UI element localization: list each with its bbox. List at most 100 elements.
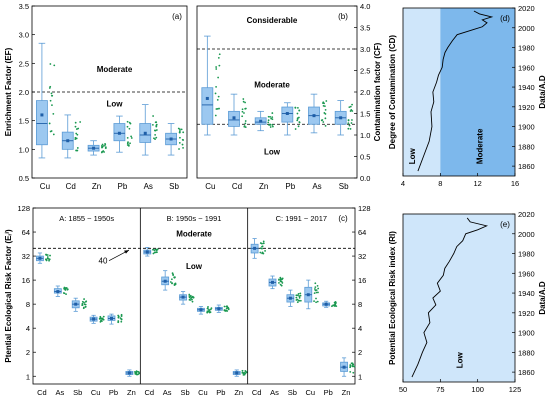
y-tick-label: 2020 — [518, 4, 535, 13]
box-As — [308, 93, 328, 134]
data-point — [297, 292, 300, 295]
y-tick-label: 2.0 — [360, 88, 370, 97]
zone-label-moderate: Moderate — [475, 128, 484, 164]
data-point — [352, 371, 355, 374]
data-point — [182, 131, 185, 134]
y-tick-label: 4.0 — [360, 2, 370, 11]
data-point — [63, 286, 66, 289]
group-title: B: 1950s ~ 1991 — [167, 214, 222, 223]
y-tick-label: 2.5 — [360, 67, 370, 76]
x-tick-label: Zn — [234, 388, 243, 397]
box-mean-marker — [342, 365, 346, 369]
data-point — [75, 149, 78, 152]
data-point — [84, 305, 87, 308]
box-mean-marker — [181, 295, 185, 299]
data-point — [322, 105, 325, 107]
zone-label-low: Low — [408, 147, 417, 164]
x-tick-label: 4 — [401, 179, 405, 188]
data-point — [333, 305, 336, 307]
data-point — [296, 117, 299, 120]
data-point — [347, 122, 350, 124]
data-point — [83, 298, 85, 300]
data-point — [296, 119, 299, 122]
box-Sb — [71, 297, 88, 312]
data-point — [179, 136, 181, 139]
box-Cd — [228, 93, 247, 136]
zone-label-low: Low — [264, 147, 281, 156]
box-mean-marker — [253, 246, 257, 250]
box-Zn — [254, 110, 274, 132]
data-point — [351, 364, 354, 366]
box-Sb — [165, 123, 185, 156]
y-tick-label-right: 4 — [358, 324, 362, 333]
x-tick-label: Zn — [259, 182, 268, 191]
data-point — [259, 242, 262, 244]
data-point — [152, 115, 155, 117]
box-Pb — [281, 102, 301, 136]
data-point — [325, 100, 328, 102]
data-point — [101, 143, 104, 146]
y-tick-label-left: 128 — [17, 204, 30, 213]
y-tick-label-right: 32 — [358, 252, 366, 261]
data-point — [348, 124, 351, 127]
data-point — [324, 117, 327, 120]
data-point — [216, 98, 219, 101]
data-point — [210, 307, 213, 309]
panel-letter: (c) — [338, 214, 348, 223]
data-point — [154, 133, 157, 136]
x-tick-label: Pb — [109, 388, 118, 397]
x-tick-label: 16 — [511, 179, 519, 188]
group-title: A: 1855 ~ 1950s — [59, 214, 114, 223]
data-point — [261, 247, 263, 250]
data-point — [351, 362, 354, 365]
x-tick-label: Sb — [288, 388, 297, 397]
data-point — [322, 121, 325, 123]
x-tick-label: Cu — [40, 182, 50, 191]
data-point — [314, 282, 317, 285]
data-point — [264, 250, 266, 252]
zone-label-moderate: Moderate — [254, 81, 290, 90]
box-mean-marker — [117, 131, 121, 135]
x-tick-label: Pb — [216, 388, 225, 397]
box-mean-marker — [163, 279, 167, 283]
data-point — [154, 129, 157, 132]
data-point — [126, 136, 129, 139]
data-point — [279, 283, 282, 286]
data-point — [173, 276, 176, 279]
x-tick-label: 50 — [399, 385, 407, 394]
data-point — [227, 308, 230, 311]
x-tick-label: As — [144, 182, 153, 191]
box-mean-marker — [145, 250, 149, 254]
zone-label-considerable: Considerable — [247, 16, 298, 25]
data-point — [262, 242, 265, 245]
data-point — [126, 120, 129, 123]
data-point — [347, 127, 350, 130]
data-point — [241, 369, 244, 372]
data-point — [85, 300, 88, 303]
x-tick-label: Cu — [198, 388, 208, 397]
data-point — [135, 372, 138, 375]
data-point — [152, 252, 155, 255]
x-tick-label: Pb — [118, 182, 128, 191]
data-point — [128, 121, 131, 124]
x-axis-title-vertical: Degree of Contamination (CD) — [388, 35, 397, 150]
data-point — [316, 284, 319, 287]
x-tick-label: Zn — [92, 182, 101, 191]
y-axis-title: Contamination factor (CF) — [373, 42, 382, 141]
data-point — [169, 281, 172, 283]
data-point — [296, 301, 299, 304]
data-point — [77, 127, 80, 130]
box-mean-marker — [285, 112, 289, 115]
data-point — [278, 278, 280, 281]
data-point — [261, 251, 264, 254]
data-point — [102, 315, 105, 318]
data-point — [134, 370, 136, 373]
box-mean-marker — [143, 131, 147, 135]
data-point — [103, 151, 105, 153]
data-point — [126, 125, 129, 128]
data-point — [65, 293, 67, 296]
data-point — [267, 115, 270, 118]
data-point — [298, 109, 301, 112]
data-point — [153, 137, 155, 140]
data-point — [241, 115, 244, 118]
